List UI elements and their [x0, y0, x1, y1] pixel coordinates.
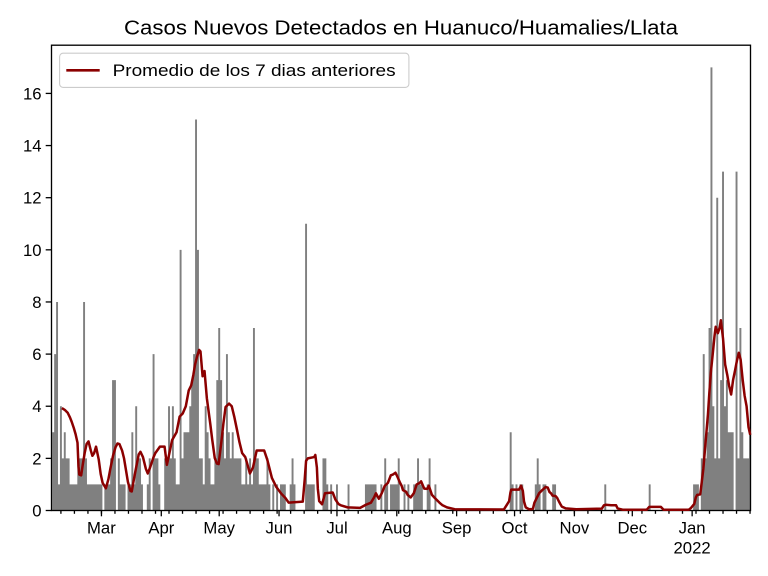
svg-text:May: May	[203, 519, 235, 538]
svg-text:Aug: Aug	[382, 519, 412, 538]
svg-text:Oct: Oct	[502, 519, 528, 538]
svg-text:Casos Nuevos Detectados en Hua: Casos Nuevos Detectados en Huanuco/Huama…	[124, 18, 679, 40]
svg-text:2: 2	[32, 449, 41, 468]
svg-text:6: 6	[32, 345, 41, 364]
svg-text:2022: 2022	[674, 539, 711, 558]
svg-text:16: 16	[23, 84, 42, 103]
svg-text:Apr: Apr	[148, 519, 174, 538]
svg-text:Nov: Nov	[560, 519, 590, 538]
svg-text:Mar: Mar	[87, 519, 116, 538]
svg-text:Jan: Jan	[679, 519, 706, 538]
svg-text:12: 12	[23, 189, 42, 208]
svg-text:14: 14	[23, 137, 42, 156]
svg-text:4: 4	[32, 397, 41, 416]
svg-text:10: 10	[23, 241, 42, 260]
svg-text:8: 8	[32, 293, 41, 312]
svg-text:Promedio de los 7 dias anterio: Promedio de los 7 dias anteriores	[113, 61, 396, 80]
svg-text:Jul: Jul	[326, 519, 347, 538]
svg-text:Jun: Jun	[266, 519, 293, 538]
svg-text:0: 0	[32, 502, 41, 521]
svg-text:Dec: Dec	[617, 519, 647, 538]
svg-text:Sep: Sep	[442, 519, 472, 538]
